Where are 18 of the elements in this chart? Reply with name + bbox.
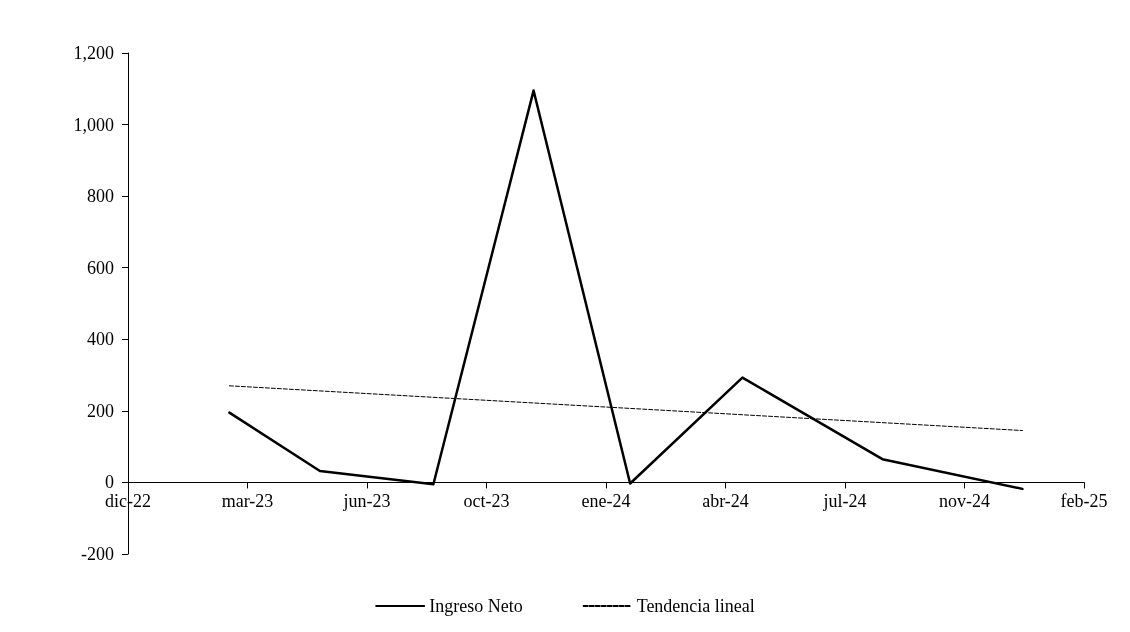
- legend-label: Tendencia lineal: [636, 596, 755, 616]
- x-tick-label: ene-24: [581, 491, 631, 512]
- y-tick-label: 400: [87, 329, 114, 350]
- y-tick-label: 1,200: [73, 43, 114, 63]
- y-tick-label: -200: [81, 544, 114, 564]
- x-tick-label: jun-23: [342, 491, 391, 512]
- y-tick-label: 0: [105, 472, 114, 493]
- x-tick-label: oct-23: [463, 491, 510, 512]
- y-tick-label: 600: [87, 257, 114, 278]
- x-tick-label: abr-24: [702, 491, 749, 512]
- x-tick-label: nov-24: [939, 491, 990, 512]
- y-tick-label: 200: [87, 400, 114, 421]
- x-tick-label: jul-24: [822, 491, 867, 512]
- y-tick-label: 1,000: [73, 114, 114, 135]
- legend-label: Ingreso Neto: [429, 596, 523, 616]
- x-tick-label: mar-23: [221, 491, 274, 512]
- x-tick-label: feb-25: [1060, 491, 1108, 512]
- y-tick-label: 800: [87, 186, 114, 207]
